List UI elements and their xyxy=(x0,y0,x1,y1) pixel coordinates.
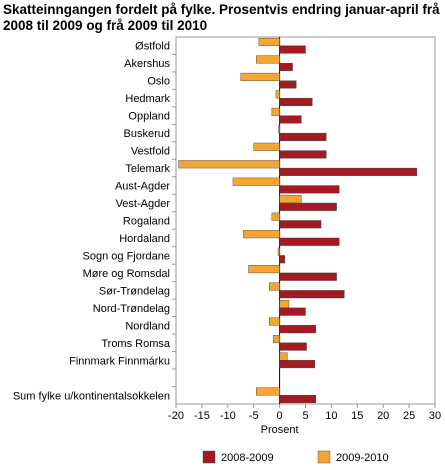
category-label: Nord-Trøndelag xyxy=(93,303,170,315)
category-label: Møre og Romsdal xyxy=(83,268,170,280)
bar xyxy=(269,282,280,291)
x-tick-label: 5 xyxy=(302,410,308,422)
bar xyxy=(269,317,280,326)
x-tick-label: 25 xyxy=(403,410,415,422)
bar xyxy=(279,272,337,281)
category-label: Oppland xyxy=(128,111,170,123)
bar xyxy=(279,195,302,204)
bar xyxy=(279,132,327,141)
bar xyxy=(279,237,340,246)
category-label: Vestfold xyxy=(131,146,170,158)
bar xyxy=(279,325,317,334)
x-tick-label: 15 xyxy=(351,410,363,422)
bar xyxy=(279,307,306,316)
x-tick-label: 0 xyxy=(277,410,283,422)
bar xyxy=(275,90,280,99)
bar xyxy=(279,45,306,54)
bar xyxy=(279,150,327,159)
bar xyxy=(279,97,313,106)
category-label: Hordaland xyxy=(119,233,170,245)
x-tick-label: -10 xyxy=(220,410,236,422)
bar xyxy=(279,255,285,264)
legend-swatch xyxy=(317,450,331,464)
category-label: Telemark xyxy=(125,163,170,175)
legend-swatch xyxy=(202,450,216,464)
category-label: Sogn og Fjordane xyxy=(83,250,170,262)
bar xyxy=(273,335,280,344)
bar xyxy=(279,395,317,404)
bar xyxy=(279,63,293,72)
x-tick-label: -5 xyxy=(249,410,259,422)
category-label: Hedmark xyxy=(125,93,170,105)
bar xyxy=(253,142,280,151)
bar xyxy=(279,80,297,89)
x-tick-label: -20 xyxy=(168,410,184,422)
bar xyxy=(279,352,288,361)
bar xyxy=(271,107,280,116)
bar xyxy=(240,72,280,81)
bar xyxy=(277,247,280,256)
bar xyxy=(279,167,418,176)
category-label: Oslo xyxy=(147,76,170,88)
x-axis-label: Prosent xyxy=(261,424,299,436)
legend-label: 2009-2010 xyxy=(336,452,389,464)
x-tick-label: 10 xyxy=(325,410,337,422)
x-tick-label: 20 xyxy=(377,410,389,422)
bar xyxy=(279,202,337,211)
category-label: Finnmark Finnmárku xyxy=(69,355,170,367)
bar xyxy=(258,37,280,46)
category-label: Akershus xyxy=(124,58,170,70)
category-label: Østfold xyxy=(135,41,170,53)
bar xyxy=(256,55,280,64)
bar xyxy=(178,160,280,169)
category-label: Sør-Trøndelag xyxy=(99,285,170,297)
bar xyxy=(271,212,280,221)
bar xyxy=(279,342,307,351)
category-label: Vest-Agder xyxy=(116,198,171,210)
bar xyxy=(279,290,345,299)
bar xyxy=(278,125,280,134)
category-label: Rogaland xyxy=(123,216,170,228)
bar xyxy=(279,185,340,194)
category-label: Nordland xyxy=(125,320,170,332)
bar xyxy=(279,115,302,124)
bar xyxy=(232,177,280,186)
bar xyxy=(256,387,280,396)
bar xyxy=(248,265,280,274)
bar xyxy=(243,230,280,239)
category-label: Buskerud xyxy=(124,128,170,140)
chart-title: Skatteinngangen fordelt på fylke. Prosen… xyxy=(3,2,440,33)
x-tick-label: -15 xyxy=(194,410,210,422)
bar xyxy=(279,220,322,229)
x-tick-label: 30 xyxy=(429,410,441,422)
category-label: Aust-Agder xyxy=(115,181,170,193)
category-label: Sum fylke u/kontinentalsokkelen xyxy=(13,390,170,402)
legend-label: 2008-2009 xyxy=(221,452,274,464)
bar xyxy=(279,300,290,309)
bar xyxy=(279,360,316,369)
category-label: Troms Romsa xyxy=(101,338,171,350)
